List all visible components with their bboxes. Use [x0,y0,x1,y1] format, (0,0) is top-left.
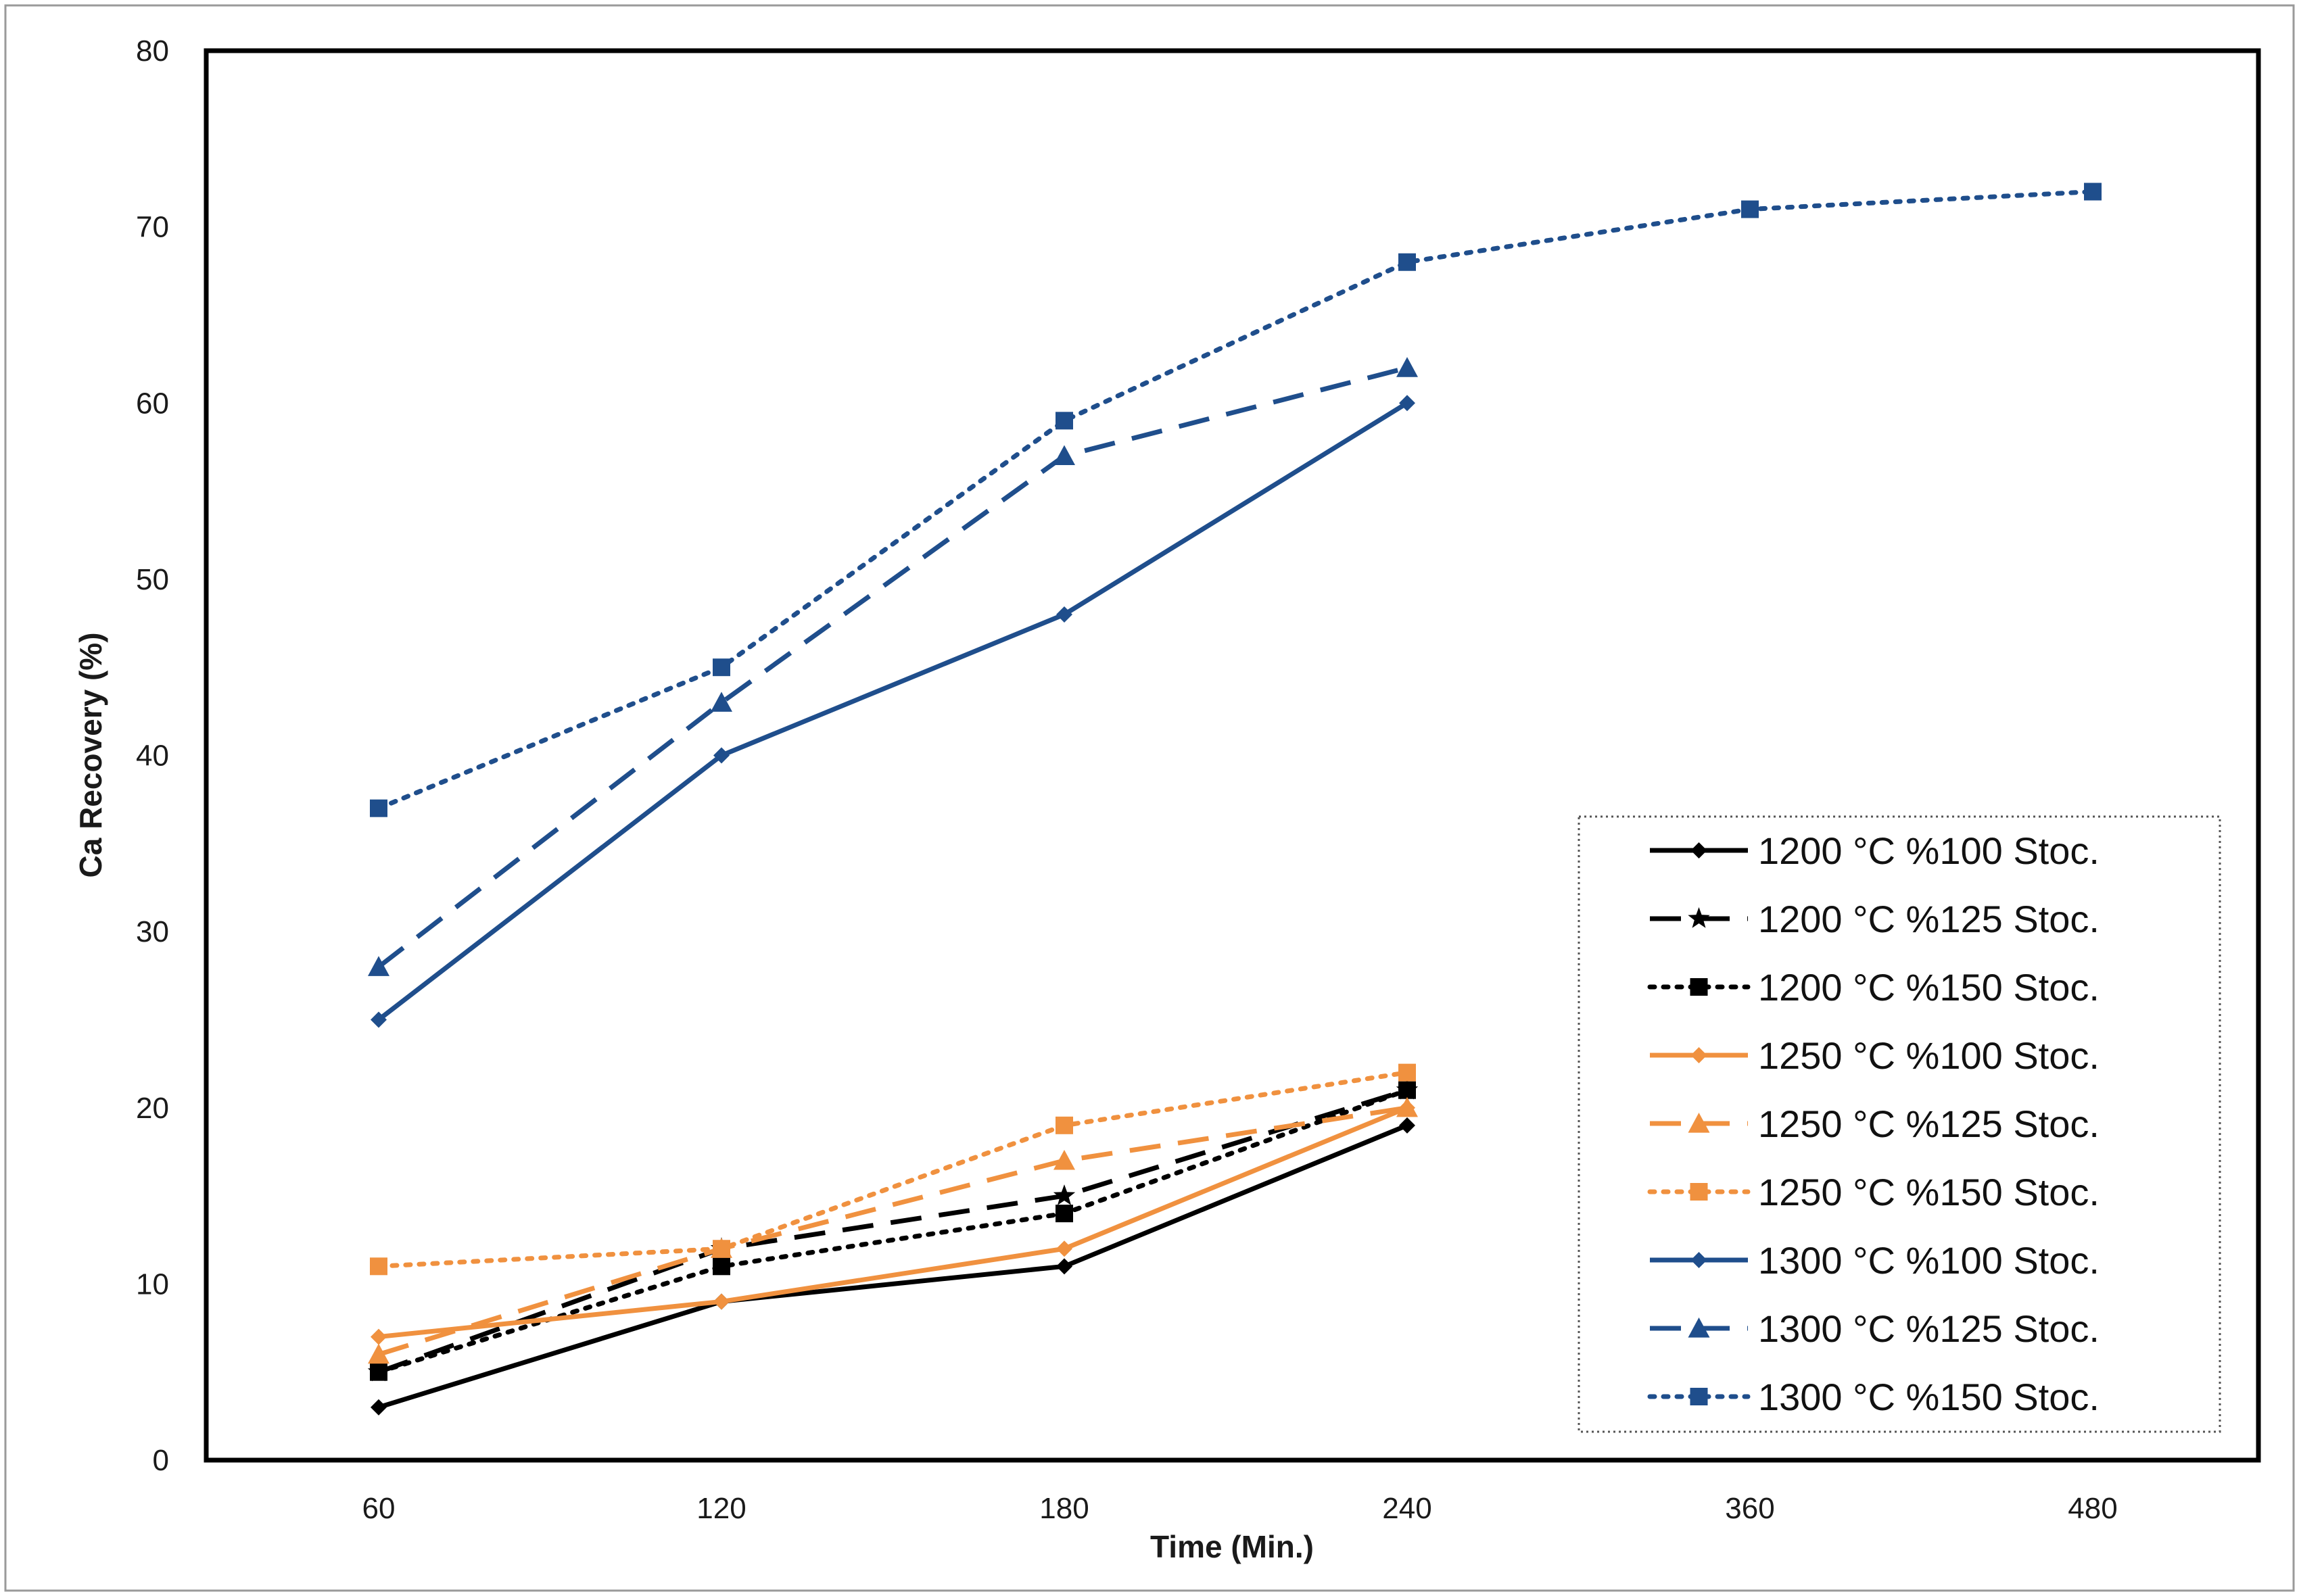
legend-entry: 1200 °C %125 Stoc. [1650,898,2100,940]
legend-label: 1300 °C %100 Stoc. [1758,1239,2100,1282]
series-line [377,1123,1408,1410]
data-point [370,799,387,817]
data-point [713,1240,730,1258]
data-point [371,1399,387,1416]
series-line [377,1105,1408,1357]
data-point [1056,606,1072,623]
y-tick-label: 80 [136,34,169,68]
y-axis-title: Ca Recovery (%) [73,632,108,877]
data-point [1056,412,1073,430]
series-line [377,365,1408,969]
x-tick-label: 480 [2068,1492,2117,1525]
x-tick-label: 60 [362,1492,396,1525]
data-point [713,1293,730,1310]
data-point [1056,1240,1072,1257]
legend-entry: 1250 °C %125 Stoc. [1650,1103,2100,1145]
y-axis-ticks: 0 10 20 30 40 50 60 70 80 [136,34,169,1477]
y-tick-label: 40 [136,740,169,773]
data-point [1399,1117,1415,1134]
legend-box [1578,815,2221,1433]
legend-entry: 1300 °C %100 Stoc. [1650,1239,2100,1282]
x-tick-label: 180 [1039,1492,1089,1525]
legend-label: 1300 °C %125 Stoc. [1758,1307,2100,1350]
legend-marker [1688,1113,1710,1133]
legend-marker [1690,1183,1708,1201]
legend-marker [1690,1252,1707,1268]
legend-label: 1300 °C %150 Stoc. [1758,1376,2100,1418]
legend-marker [1690,978,1708,996]
y-tick-label: 70 [136,211,169,244]
series-line [377,401,1408,1022]
legend: 1200 °C %100 Stoc. 1200 °C %125 Stoc. 1200… [1578,815,2221,1433]
x-axis-title: Time (Min.) [1150,1529,1314,1564]
data-point [713,747,730,764]
data-point [1056,1116,1073,1134]
legend-label: 1250 °C %100 Stoc. [1758,1034,2100,1077]
series-6 [370,1063,1416,1276]
series-line [377,1088,1408,1374]
y-tick-label: 50 [136,563,169,596]
legend-label: 1200 °C %125 Stoc. [1758,898,2100,940]
legend-marker [1688,907,1710,928]
series-9 [370,183,2102,817]
legend-entry: 1300 °C %150 Stoc. [1647,1376,2100,1418]
legend-marker [1690,1388,1708,1405]
series-8 [368,357,1418,976]
legend-entry: 1300 °C %125 Stoc. [1650,1307,2100,1350]
series-1 [371,1117,1415,1416]
legend-label: 1200 °C %150 Stoc. [1758,966,2100,1009]
data-point [713,658,730,677]
data-point [1053,1184,1076,1205]
series-7 [371,395,1415,1028]
data-point [1053,1149,1075,1170]
x-tick-label: 360 [1725,1492,1774,1525]
data-point [370,1257,387,1276]
series-line [376,189,2095,811]
data-point [370,1363,387,1381]
legend-marker [1690,842,1707,859]
y-tick-label: 30 [136,915,169,948]
x-tick-label: 120 [696,1492,746,1525]
y-tick-label: 60 [136,387,169,420]
data-point [1396,1096,1418,1117]
x-axis-ticks: 60 120 180 240 360 480 [362,1492,2118,1525]
y-tick-label: 20 [136,1092,169,1125]
x-tick-label: 240 [1382,1492,1431,1525]
legend-label: 1250 °C %150 Stoc. [1758,1171,2100,1213]
data-point [1399,395,1415,412]
data-point [711,692,732,712]
data-point [1056,1258,1072,1275]
legend-label: 1250 °C %125 Stoc. [1758,1103,2100,1145]
series-line [376,1070,1410,1269]
legend-marker [1688,1317,1710,1338]
y-tick-label: 0 [153,1444,169,1477]
data-point [371,1011,387,1028]
data-point [1741,200,1759,218]
legend-entry: 1200 °C %150 Stoc. [1647,966,2100,1009]
legend-label: 1200 °C %100 Stoc. [1758,829,2100,872]
legend-entry: 1200 °C %100 Stoc. [1650,829,2100,872]
data-point [713,1257,730,1276]
series-line [378,1105,1408,1340]
legend-entry: 1250 °C %150 Stoc. [1647,1171,2100,1213]
y-tick-label: 10 [136,1267,169,1301]
data-point [371,1328,387,1345]
data-point [1398,253,1416,271]
legend-entry: 1250 °C %100 Stoc. [1650,1034,2100,1077]
data-point [2084,183,2102,201]
data-point [368,1343,389,1364]
data-point [368,956,389,976]
data-point [1056,1205,1073,1223]
data-point [1398,1063,1416,1082]
data-point [1396,357,1418,377]
data-point [1398,1081,1416,1099]
data-point [1053,445,1075,466]
series-layer [367,183,2102,1416]
legend-marker [1690,1047,1707,1063]
